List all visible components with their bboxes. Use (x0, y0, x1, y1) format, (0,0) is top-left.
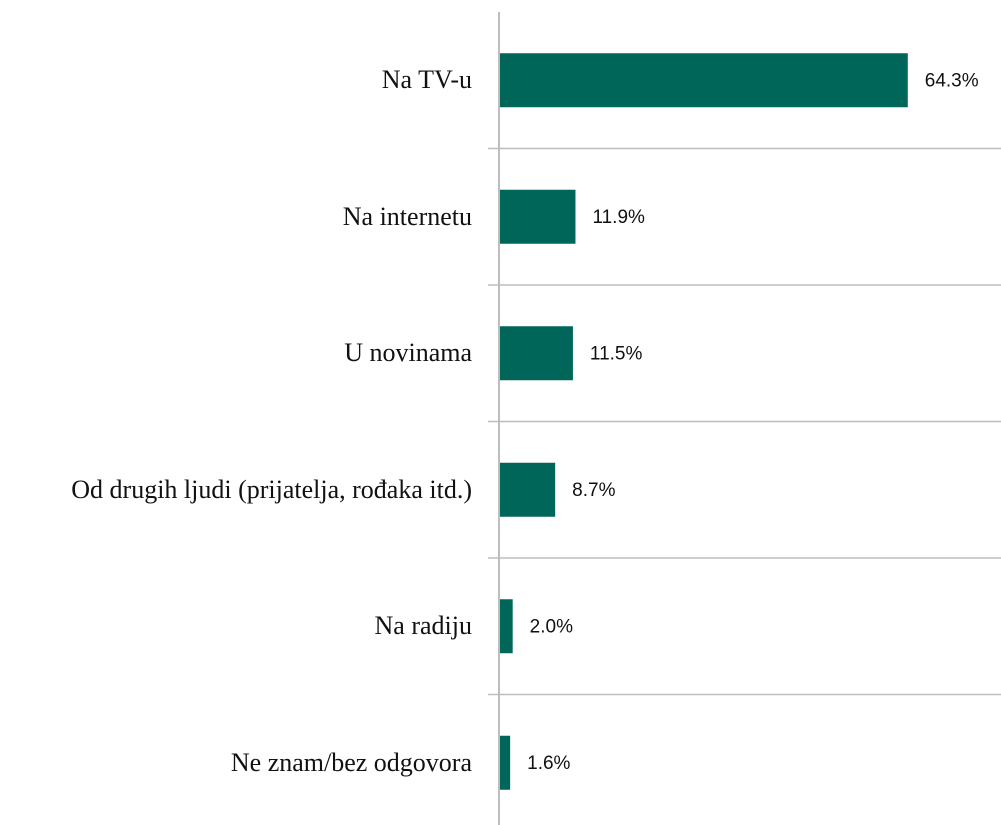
category-label: U novinama (344, 338, 472, 368)
category-label: Na TV-u (381, 65, 472, 95)
category-label: Na internetu (342, 201, 472, 231)
bar (500, 53, 908, 108)
bar (500, 462, 556, 517)
bar (500, 326, 573, 381)
value-label: 1.6% (527, 753, 570, 774)
bar (500, 599, 513, 654)
bar (500, 189, 576, 244)
value-label: 64.3% (925, 70, 979, 91)
category-label: Ne znam/bez odgovora (230, 747, 472, 777)
value-label: 2.0% (530, 616, 573, 637)
value-label: 11.9% (592, 207, 645, 228)
category-label: Od drugih ljudi (prijatelja, rođaka itd.… (71, 474, 472, 504)
value-label: 11.5% (590, 343, 643, 364)
category-label: Na radiju (374, 611, 472, 641)
bar (500, 735, 511, 790)
value-label: 8.7% (572, 480, 615, 501)
